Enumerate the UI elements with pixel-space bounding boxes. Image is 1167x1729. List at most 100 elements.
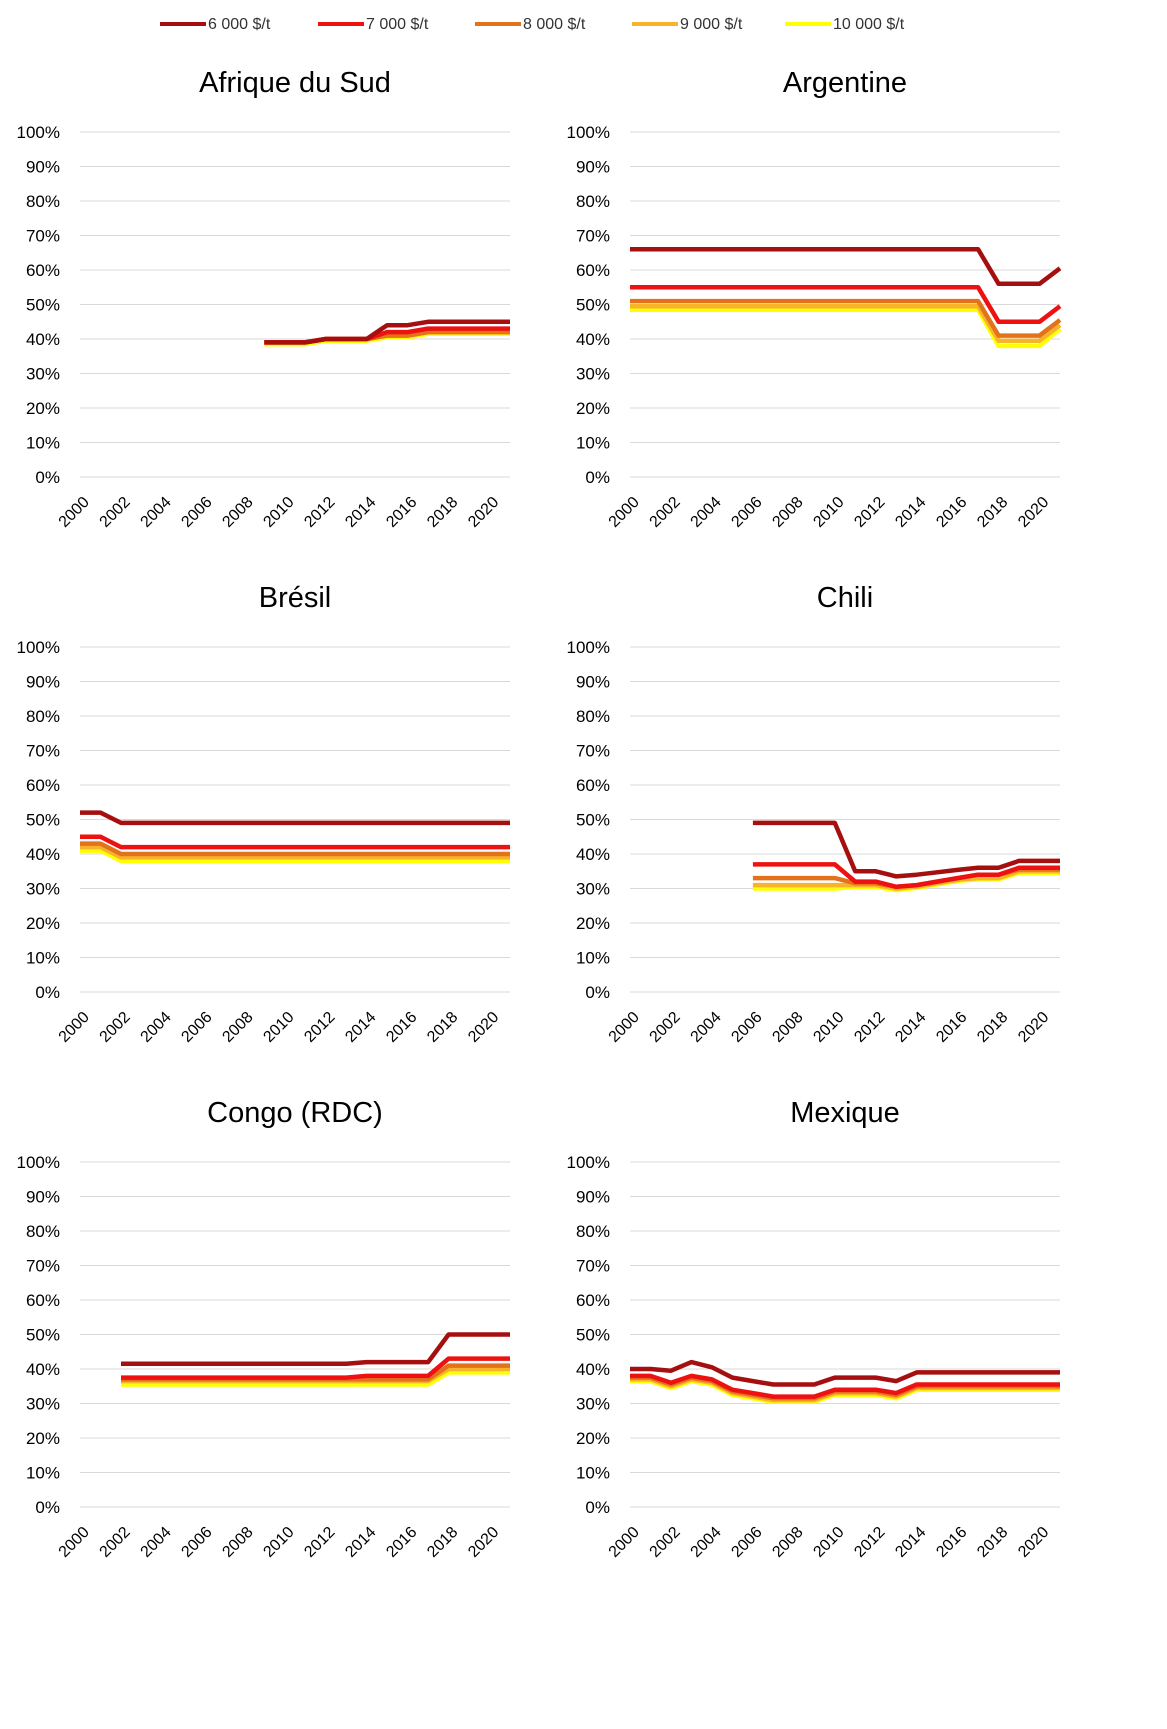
x-tick-label: 2014 [892, 1009, 929, 1046]
x-tick-label: 2004 [138, 494, 175, 531]
y-tick-label: 40% [26, 330, 60, 349]
x-tick-label: 2012 [301, 1524, 338, 1561]
y-tick-label: 0% [585, 468, 610, 487]
series-line [630, 298, 1062, 338]
y-tick-label: 80% [576, 1222, 610, 1241]
x-tick-label: 2004 [138, 1009, 175, 1046]
series-line [80, 810, 510, 826]
y-tick-label: 50% [26, 1326, 60, 1345]
legend-label: 8 000 $/t [523, 16, 586, 33]
y-tick-label: 20% [26, 399, 60, 418]
x-tick-label: 2020 [465, 1009, 502, 1046]
series-line [121, 1332, 510, 1367]
y-tick-label: 90% [26, 673, 60, 692]
x-tick-label: 2000 [56, 494, 93, 531]
y-tick-label: 10% [26, 1464, 60, 1483]
x-tick-label: 2008 [219, 1009, 256, 1046]
y-tick-label: 50% [576, 296, 610, 315]
y-tick-label: 20% [576, 914, 610, 933]
x-tick-label: 2020 [1015, 494, 1052, 531]
x-tick-label: 2008 [769, 494, 806, 531]
chart-title: Congo (RDC) [207, 1097, 383, 1129]
x-tick-label: 2014 [342, 1009, 379, 1046]
chart-title: Mexique [790, 1097, 900, 1129]
y-tick-label: 100% [567, 1153, 610, 1172]
series-line [630, 247, 1062, 287]
y-tick-label: 70% [26, 1257, 60, 1276]
series-line [630, 285, 1062, 325]
y-tick-label: 40% [26, 845, 60, 864]
x-tick-label: 2006 [728, 1009, 765, 1046]
y-tick-label: 40% [576, 845, 610, 864]
x-tick-label: 2004 [688, 1524, 725, 1561]
y-tick-label: 70% [576, 1257, 610, 1276]
y-tick-label: 100% [567, 123, 610, 142]
y-tick-label: 20% [576, 1429, 610, 1448]
series-line [752, 862, 1060, 890]
x-tick-label: 2014 [342, 494, 379, 531]
x-tick-label: 2006 [178, 494, 215, 531]
series-line [752, 820, 1060, 879]
line-chart: Congo (RDC) 0% 10% 20% 30% 40% 50% 60% 70% 80% 90%… [17, 1097, 510, 1561]
chart-title: Afrique du Sud [199, 67, 391, 99]
x-tick-label: 2012 [301, 1009, 338, 1046]
series-line [121, 1356, 510, 1380]
x-tick-label: 2016 [933, 1009, 970, 1046]
line-chart: Mexique 0% 10% 20% 30% 40% 50% 60% 70% 80% 90% 100%… [567, 1097, 1060, 1561]
y-tick-label: 10% [26, 434, 60, 453]
x-tick-label: 2012 [301, 494, 338, 531]
y-tick-label: 100% [567, 638, 610, 657]
y-tick-label: 80% [26, 707, 60, 726]
x-tick-label: 2018 [974, 1524, 1011, 1561]
chart-title: Argentine [783, 67, 907, 99]
y-tick-label: 60% [576, 261, 610, 280]
x-tick-label: 2000 [606, 1009, 643, 1046]
x-tick-label: 2004 [688, 494, 725, 531]
line-chart: Afrique du Sud 0% 10% 20% 30% 40% 50% 60% 70% 80%… [17, 67, 510, 531]
x-tick-label: 2016 [933, 1524, 970, 1561]
chart-legend: 6 000 $/t 7 000 $/t 8 000 $/t 9 000 $/t 10 0… [160, 16, 905, 33]
x-tick-label: 2020 [1015, 1009, 1052, 1046]
x-tick-label: 2020 [1015, 1524, 1052, 1561]
line-chart: Brésil 0% 10% 20% 30% 40% 50% 60% 70% 80% 90% 100% 2… [17, 582, 510, 1046]
y-tick-label: 70% [576, 227, 610, 246]
y-tick-label: 100% [17, 638, 60, 657]
legend-label: 9 000 $/t [680, 16, 743, 33]
x-tick-label: 2010 [810, 1524, 847, 1561]
series-line [264, 319, 510, 345]
x-tick-label: 2010 [260, 1524, 297, 1561]
y-tick-label: 50% [576, 1326, 610, 1345]
legend-item: 10 000 $/t [785, 16, 905, 33]
x-tick-label: 2018 [424, 494, 461, 531]
series-line [630, 1359, 1060, 1387]
x-tick-label: 2018 [974, 494, 1011, 531]
x-tick-label: 2004 [688, 1009, 725, 1046]
y-tick-label: 20% [26, 914, 60, 933]
x-tick-label: 2018 [974, 1009, 1011, 1046]
y-tick-label: 30% [26, 880, 60, 899]
y-tick-label: 30% [576, 880, 610, 899]
y-tick-label: 30% [576, 365, 610, 384]
y-tick-label: 70% [576, 742, 610, 761]
x-tick-label: 2016 [383, 1524, 420, 1561]
x-tick-label: 2010 [810, 494, 847, 531]
x-tick-label: 2018 [424, 1524, 461, 1561]
x-tick-label: 2010 [260, 1009, 297, 1046]
legend-label: 10 000 $/t [833, 16, 905, 33]
x-tick-label: 2018 [424, 1009, 461, 1046]
y-tick-label: 60% [576, 776, 610, 795]
y-tick-label: 0% [35, 1498, 60, 1517]
y-tick-label: 80% [576, 192, 610, 211]
y-tick-label: 0% [585, 983, 610, 1002]
x-tick-label: 2002 [647, 1524, 684, 1561]
legend-label: 6 000 $/t [208, 16, 271, 33]
y-tick-label: 50% [26, 296, 60, 315]
y-tick-label: 70% [26, 742, 60, 761]
x-tick-label: 2006 [728, 494, 765, 531]
legend-item: 7 000 $/t [318, 16, 429, 33]
x-tick-label: 2002 [97, 1009, 134, 1046]
chart-title: Brésil [259, 582, 332, 614]
y-tick-label: 50% [26, 811, 60, 830]
legend-item: 6 000 $/t [160, 16, 271, 33]
y-tick-label: 80% [26, 192, 60, 211]
